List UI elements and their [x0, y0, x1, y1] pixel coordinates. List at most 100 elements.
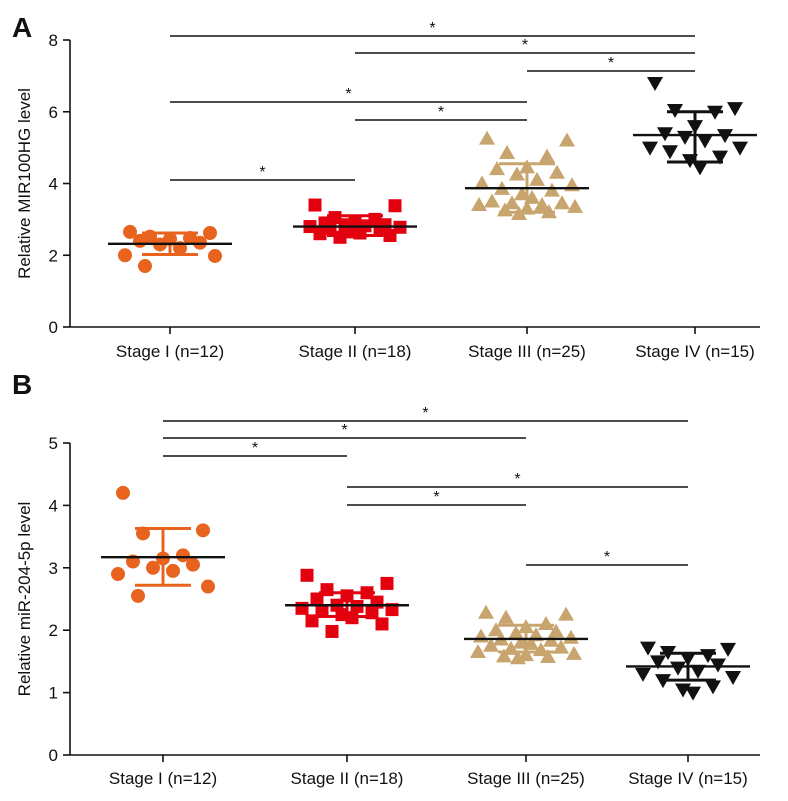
data-point: [499, 145, 515, 160]
significance-star: *: [345, 86, 351, 103]
series-triangle-down: [633, 77, 757, 176]
data-point: [488, 622, 504, 637]
data-point: [647, 77, 663, 92]
data-point: [383, 229, 397, 243]
panel-A: A 0 2 4 6 8 Relative MIR100HG level Stage I (n=…: [12, 12, 760, 361]
panel-label: A: [12, 12, 32, 43]
data-point: [705, 680, 721, 695]
data-point: [479, 130, 495, 145]
data-point: [111, 567, 125, 582]
data-point: [498, 609, 514, 624]
significance-star: *: [341, 422, 347, 439]
data-point: [118, 248, 132, 263]
data-point: [732, 141, 748, 156]
data-point: [720, 642, 736, 657]
data-point: [325, 624, 339, 638]
significance-star: *: [604, 549, 610, 566]
data-point: [635, 667, 651, 682]
significance-star: *: [522, 37, 528, 54]
x-tick-label: Stage III (n=25): [468, 342, 586, 361]
data-point: [509, 166, 525, 181]
data-point: [478, 604, 494, 619]
data-point: [538, 615, 554, 630]
data-point: [692, 161, 708, 176]
data-point: [534, 197, 550, 212]
data-point: [133, 233, 147, 248]
data-point: [350, 599, 364, 613]
data-point: [566, 645, 582, 660]
significance-star: *: [259, 164, 265, 181]
data-point: [201, 579, 215, 594]
series-square: [293, 198, 417, 244]
y-axis-label: Relative MIR100HG level: [15, 88, 34, 279]
data-point: [203, 226, 217, 241]
data-point: [712, 150, 728, 165]
data-point: [313, 227, 327, 241]
data-point: [489, 161, 505, 176]
y-axis-label: Relative miR-204-5p level: [15, 502, 34, 697]
data-point: [548, 623, 564, 638]
data-point: [380, 576, 394, 590]
significance-star: *: [429, 20, 435, 37]
x-tick-label: Stage IV (n=15): [628, 769, 748, 788]
significance-star: *: [422, 405, 428, 422]
data-point: [471, 197, 487, 212]
data-point: [544, 182, 560, 197]
data-point: [295, 601, 309, 615]
data-point: [146, 560, 160, 575]
data-point: [670, 661, 686, 676]
data-point: [685, 686, 701, 701]
series-circle: [101, 485, 225, 603]
y-tick-label: 1: [49, 684, 58, 703]
series-circle: [108, 224, 232, 274]
x-tick-label: Stage I (n=12): [116, 342, 224, 361]
data-point: [559, 132, 575, 147]
data-point: [300, 568, 314, 582]
data-point: [563, 629, 579, 644]
data-point: [662, 145, 678, 160]
data-point: [539, 148, 555, 163]
x-tick-label: Stage II (n=18): [299, 342, 412, 361]
significance-star: *: [252, 440, 258, 457]
data-point: [208, 248, 222, 263]
data-point: [725, 671, 741, 685]
significance-star: *: [433, 489, 439, 506]
significance-star: *: [514, 471, 520, 488]
data-point: [697, 134, 713, 149]
data-point: [504, 195, 520, 210]
data-point: [131, 588, 145, 603]
x-tick-label: Stage I (n=12): [109, 769, 217, 788]
data-point: [196, 523, 210, 538]
y-tick-label: 4: [49, 496, 58, 515]
data-point: [388, 199, 402, 213]
data-point: [567, 198, 583, 213]
data-point: [496, 648, 512, 663]
x-tick-label: Stage IV (n=15): [635, 342, 755, 361]
data-point: [333, 230, 347, 244]
significance-star: *: [608, 55, 614, 72]
series-triangle-down: [626, 641, 750, 701]
data-point: [375, 617, 389, 631]
data-point: [554, 195, 570, 210]
data-point: [123, 224, 137, 239]
series-triangle-up: [465, 130, 589, 220]
data-point: [690, 664, 706, 679]
data-point: [308, 198, 322, 212]
y-tick-label: 3: [49, 559, 58, 578]
data-point: [310, 592, 324, 606]
data-point: [315, 604, 329, 618]
series-square: [285, 568, 409, 638]
x-tick-label: Stage III (n=25): [467, 769, 585, 788]
data-point: [474, 175, 490, 190]
y-tick-label: 8: [49, 31, 58, 50]
data-point: [323, 221, 337, 235]
data-point: [138, 259, 152, 274]
y-tick-label: 2: [49, 246, 58, 265]
data-point: [642, 141, 658, 156]
series-triangle-up: [464, 604, 588, 665]
y-tick-label: 0: [49, 318, 58, 337]
data-point: [484, 193, 500, 208]
data-point: [473, 628, 489, 643]
y-tick-label: 5: [49, 434, 58, 453]
